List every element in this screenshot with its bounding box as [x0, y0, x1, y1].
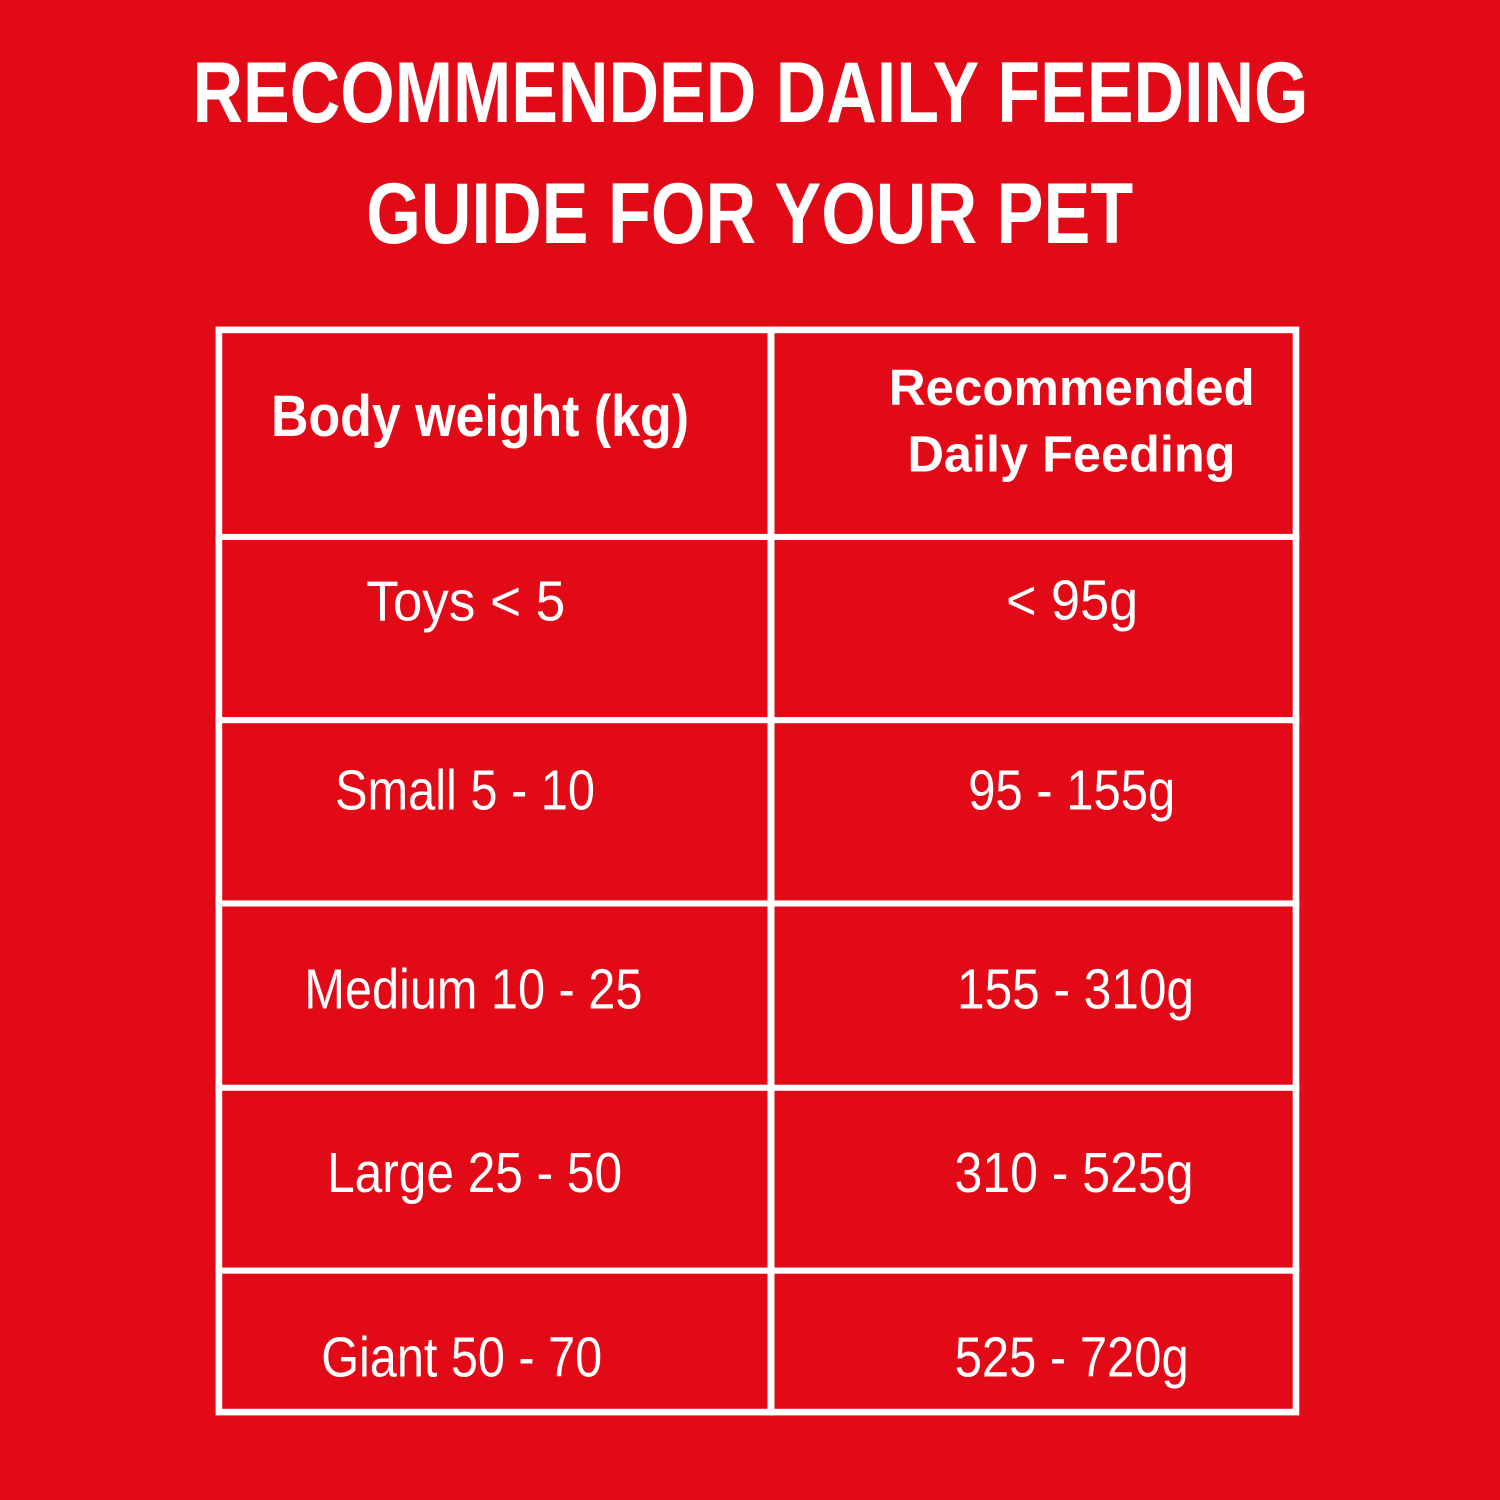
svg-text:155 - 310g: 155 - 310g: [957, 958, 1194, 1021]
svg-text:RECOMMENDED DAILY FEEDING: RECOMMENDED DAILY FEEDING: [193, 45, 1309, 141]
svg-text:< 95g: < 95g: [1006, 569, 1138, 632]
svg-text:310 - 525g: 310 - 525g: [955, 1141, 1194, 1204]
svg-text:Recommended: Recommended: [889, 359, 1255, 416]
svg-text:Small 5 - 10: Small 5 - 10: [335, 759, 595, 822]
svg-text:Large 25 - 50: Large 25 - 50: [327, 1141, 622, 1204]
svg-text:Daily Feeding: Daily Feeding: [908, 426, 1236, 483]
svg-text:GUIDE FOR YOUR PET: GUIDE FOR YOUR PET: [366, 166, 1133, 262]
svg-text:Medium 10 - 25: Medium 10 - 25: [304, 958, 642, 1021]
svg-text:Toys < 5: Toys < 5: [366, 569, 565, 632]
svg-text:525 - 720g: 525 - 720g: [955, 1326, 1189, 1389]
svg-text:Body weight (kg): Body weight (kg): [271, 384, 689, 449]
svg-text:Giant 50 - 70: Giant 50 - 70: [321, 1326, 602, 1389]
svg-text:95 - 155g: 95 - 155g: [968, 759, 1175, 822]
